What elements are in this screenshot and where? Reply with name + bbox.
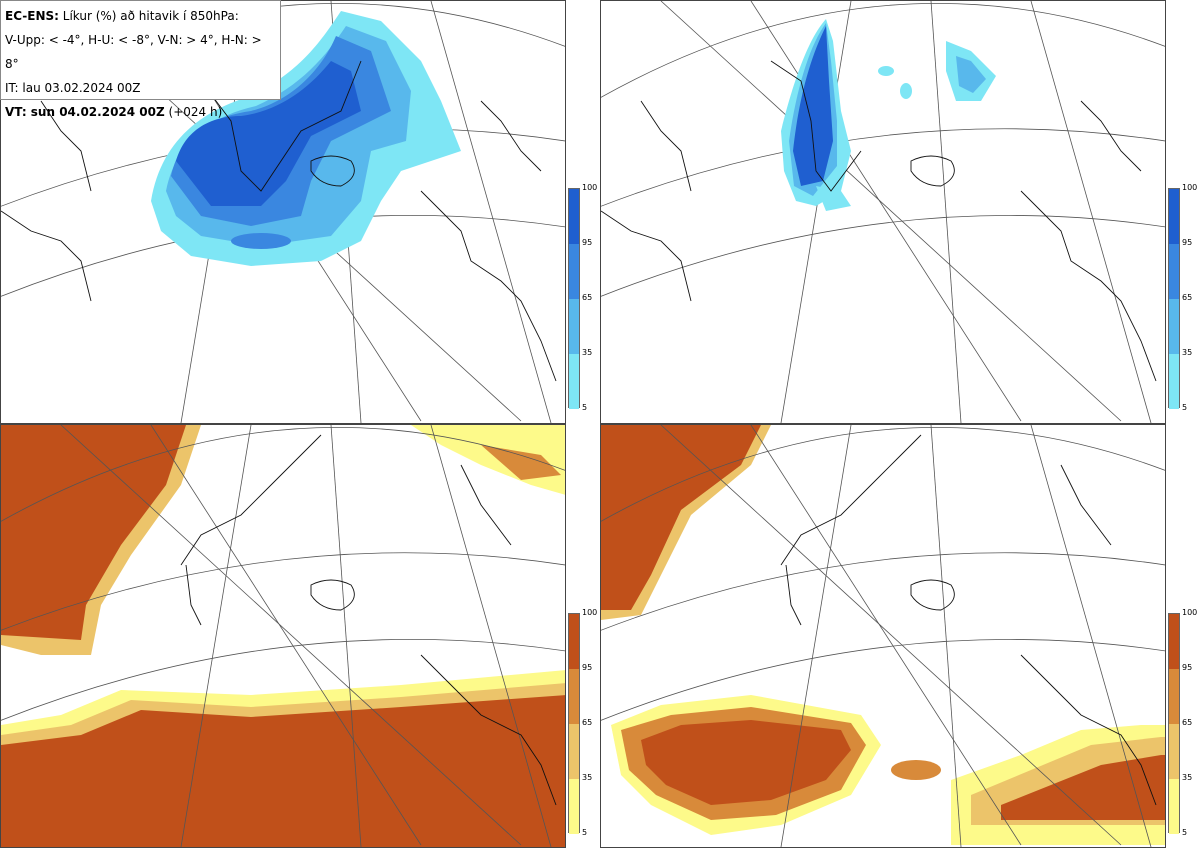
valid-time: VT: sun 04.02.2024 00Z	[5, 105, 165, 119]
map-panel-cold-minus8	[600, 0, 1166, 424]
legend-tick: 35	[1182, 348, 1193, 357]
info-line-1: EC-ENS: Líkur (%) að hitavik í 850hPa:	[5, 4, 276, 28]
graticule	[1, 425, 565, 847]
legend-tick: 95	[1182, 238, 1193, 247]
legend-tick: 95	[582, 663, 593, 672]
legend-bar	[568, 188, 580, 409]
legend-tick: 100	[1182, 608, 1198, 617]
legend-tick: 65	[582, 718, 593, 727]
coastlines	[601, 60, 1157, 382]
info-line-3: IT: lau 03.02.2024 00Z	[5, 81, 141, 95]
legend-tick: 5	[582, 403, 588, 412]
variable-description: Líkur (%) að hitavik í 850hPa:	[58, 9, 239, 23]
legend-tick: 65	[582, 293, 593, 302]
map-cold-minus4	[1, 1, 565, 423]
probability-field	[1, 425, 565, 847]
graticule	[601, 1, 1165, 423]
legend-tick: 100	[582, 608, 598, 617]
legend-tick: 5	[1182, 403, 1188, 412]
map-panel-cold-minus4	[0, 0, 566, 424]
legend-bar	[1168, 613, 1180, 834]
probability-field	[151, 11, 461, 266]
map-panel-warm-plus8	[600, 424, 1166, 848]
legend-tick: 35	[582, 773, 593, 782]
coastlines	[1, 60, 557, 382]
legend-cold-top-right: 100 95 65 35 5	[1168, 184, 1200, 412]
probability-field	[601, 425, 1165, 845]
coastlines	[780, 434, 1157, 806]
legend-tick: 95	[582, 238, 593, 247]
legend-tick: 35	[1182, 773, 1193, 782]
coastlines	[180, 434, 557, 806]
legend-tick: 5	[1182, 828, 1188, 837]
legend-bar	[1168, 188, 1180, 409]
lead-time: (+024 h)	[164, 105, 223, 119]
legend-tick: 65	[1182, 293, 1193, 302]
map-warm-plus8	[601, 425, 1165, 847]
legend-tick: 100	[582, 183, 598, 192]
info-box: EC-ENS: Líkur (%) að hitavik í 850hPa: V…	[0, 0, 281, 119]
legend-cold-top-left: 100 95 65 35 5	[568, 184, 600, 412]
legend-warm-bottom-right: 100 95 65 35 5	[1168, 609, 1200, 837]
info-line-2: V-Upp: < -4°, H-U: < -8°, V-N: > 4°, H-N…	[5, 33, 262, 71]
map-panel-warm-plus4	[0, 424, 566, 848]
model-name: EC-ENS:	[5, 9, 59, 23]
graticule	[601, 425, 1165, 847]
probability-field	[781, 19, 996, 211]
legend-bar	[568, 613, 580, 834]
legend-warm-bottom-left: 100 95 65 35 5	[568, 609, 600, 837]
legend-tick: 35	[582, 348, 593, 357]
legend-tick: 65	[1182, 718, 1193, 727]
legend-tick: 100	[1182, 183, 1198, 192]
map-warm-plus4	[1, 425, 565, 847]
legend-tick: 95	[1182, 663, 1193, 672]
legend-tick: 5	[582, 828, 588, 837]
info-line-4: VT: sun 04.02.2024 00Z (+024 h)	[5, 100, 276, 124]
map-cold-minus8	[601, 1, 1165, 423]
